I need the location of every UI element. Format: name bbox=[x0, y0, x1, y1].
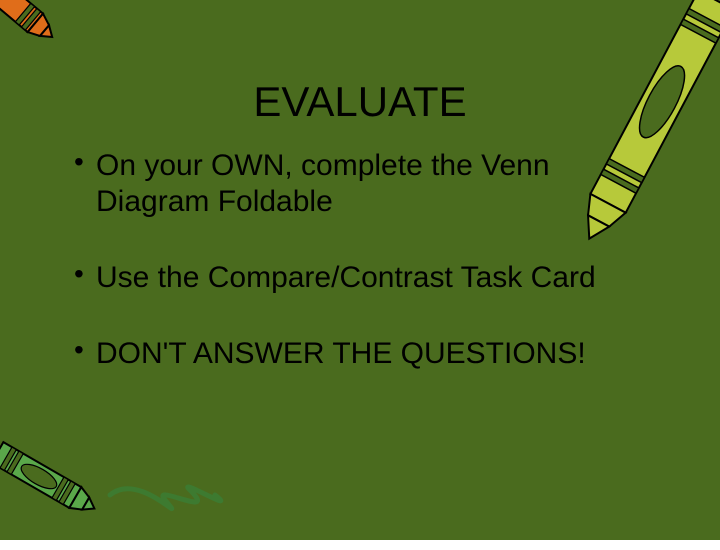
bullet-text: Use the Compare/Contrast Task Card bbox=[96, 261, 596, 294]
bullet-list: On your OWN, complete the Venn Diagram F… bbox=[68, 148, 668, 372]
crayon-icon bbox=[0, 0, 80, 70]
list-item: On your OWN, complete the Venn Diagram F… bbox=[68, 148, 668, 220]
slide: EVALUATE On your OWN, complete the Venn … bbox=[0, 0, 720, 540]
bullet-text: DON'T ANSWER THE QUESTIONS! bbox=[96, 337, 586, 370]
crayon-icon bbox=[0, 400, 270, 550]
slide-title: EVALUATE bbox=[180, 78, 540, 126]
list-item: Use the Compare/Contrast Task Card bbox=[68, 260, 668, 296]
list-item: DON'T ANSWER THE QUESTIONS! bbox=[68, 336, 668, 372]
bullet-text: On your OWN, complete the Venn Diagram F… bbox=[96, 149, 550, 218]
